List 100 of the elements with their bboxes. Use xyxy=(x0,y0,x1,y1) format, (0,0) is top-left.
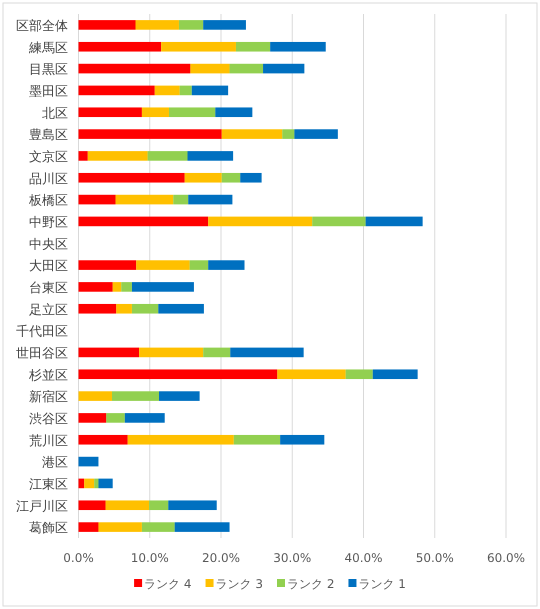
bar xyxy=(154,86,180,96)
bar xyxy=(78,64,190,74)
y-tick-label: 荒川区 xyxy=(29,434,68,449)
y-tick-label: 品川区 xyxy=(29,172,68,187)
bar xyxy=(78,304,116,314)
bar xyxy=(94,478,98,488)
legend-label: ランク 1 xyxy=(358,577,406,591)
bar xyxy=(188,151,234,161)
bar xyxy=(215,107,252,118)
bar xyxy=(234,434,280,445)
bar xyxy=(124,413,165,423)
bar xyxy=(78,129,222,139)
bar xyxy=(116,194,174,204)
bar xyxy=(78,282,113,292)
bar xyxy=(139,348,204,358)
bar xyxy=(112,391,160,401)
bar xyxy=(142,522,175,532)
y-tick-label: 新宿区 xyxy=(29,389,68,406)
x-tick-label: 40.0% xyxy=(344,551,383,565)
bar xyxy=(148,151,188,161)
y-tick-label: 目黒区 xyxy=(29,62,68,78)
bar xyxy=(78,107,142,118)
bar xyxy=(142,107,169,118)
y-tick-label: 墨田区 xyxy=(29,84,68,100)
bar xyxy=(98,478,113,488)
bar xyxy=(366,216,423,226)
bar xyxy=(78,216,208,226)
x-tick-label: 30.0% xyxy=(273,551,312,565)
y-tick-label: 千代田区 xyxy=(16,324,68,340)
bar xyxy=(294,129,338,139)
bar xyxy=(78,456,98,466)
x-tick-label: 60.0% xyxy=(486,551,526,565)
bar xyxy=(240,172,262,183)
bar xyxy=(136,260,190,270)
bar xyxy=(312,216,366,226)
bar xyxy=(222,129,282,139)
y-tick-label: 板橋区 xyxy=(28,194,68,209)
bar xyxy=(78,151,88,161)
bar xyxy=(372,369,418,380)
bar xyxy=(78,500,106,510)
bar xyxy=(78,369,278,380)
bar xyxy=(78,413,106,423)
bar xyxy=(132,304,158,314)
bar xyxy=(192,86,228,96)
y-tick-label: 杉並区 xyxy=(28,368,68,384)
bar xyxy=(173,194,188,204)
legend-label: ランク 4 xyxy=(144,577,192,591)
y-tick-label: 豊島区 xyxy=(29,128,68,144)
bar xyxy=(178,20,204,30)
y-tick-label: 港区 xyxy=(42,456,68,471)
y-tick-label: 江東区 xyxy=(29,477,68,492)
legend-label: ランク 2 xyxy=(287,577,334,591)
legend-label: ランク 3 xyxy=(216,577,263,591)
y-tick-label: 区部全体 xyxy=(16,18,68,34)
bar xyxy=(78,478,84,488)
bar xyxy=(78,42,162,52)
y-tick-label: 足立区 xyxy=(29,302,68,318)
bar xyxy=(78,434,128,445)
y-tick-label: 中央区 xyxy=(29,237,68,252)
y-tick-label: 文京区 xyxy=(29,150,68,165)
bar xyxy=(112,282,122,292)
bar xyxy=(158,304,204,314)
bar xyxy=(184,172,222,183)
bar xyxy=(78,522,98,532)
x-tick-label: 50.0% xyxy=(416,551,454,565)
bar xyxy=(128,434,234,445)
bar xyxy=(78,348,140,358)
bar xyxy=(168,500,217,510)
bar xyxy=(270,42,326,52)
y-tick-label: 北区 xyxy=(42,106,68,122)
bar xyxy=(78,260,136,270)
bar xyxy=(208,260,245,270)
bar xyxy=(106,500,150,510)
bar xyxy=(149,500,168,510)
bar xyxy=(180,86,192,96)
bar xyxy=(230,348,304,358)
bar xyxy=(282,129,294,139)
bar xyxy=(106,413,125,423)
bar xyxy=(236,42,270,52)
bar xyxy=(121,282,132,292)
bar xyxy=(88,151,148,161)
bar xyxy=(159,391,200,401)
x-tick-label: 10.0% xyxy=(130,551,169,565)
y-tick-label: 渋谷区 xyxy=(29,412,68,427)
bar xyxy=(263,64,304,74)
bar xyxy=(78,20,136,30)
bar xyxy=(230,64,264,74)
bar xyxy=(174,522,230,532)
bar xyxy=(208,216,312,226)
bar xyxy=(132,282,194,292)
bar xyxy=(190,64,230,74)
bar xyxy=(222,172,240,183)
bar xyxy=(78,391,112,401)
y-tick-label: 台東区 xyxy=(29,280,68,296)
bar xyxy=(280,434,324,445)
bar xyxy=(203,348,230,358)
bar xyxy=(78,194,116,204)
bar xyxy=(116,304,132,314)
bar xyxy=(203,20,246,30)
bar xyxy=(136,20,179,30)
